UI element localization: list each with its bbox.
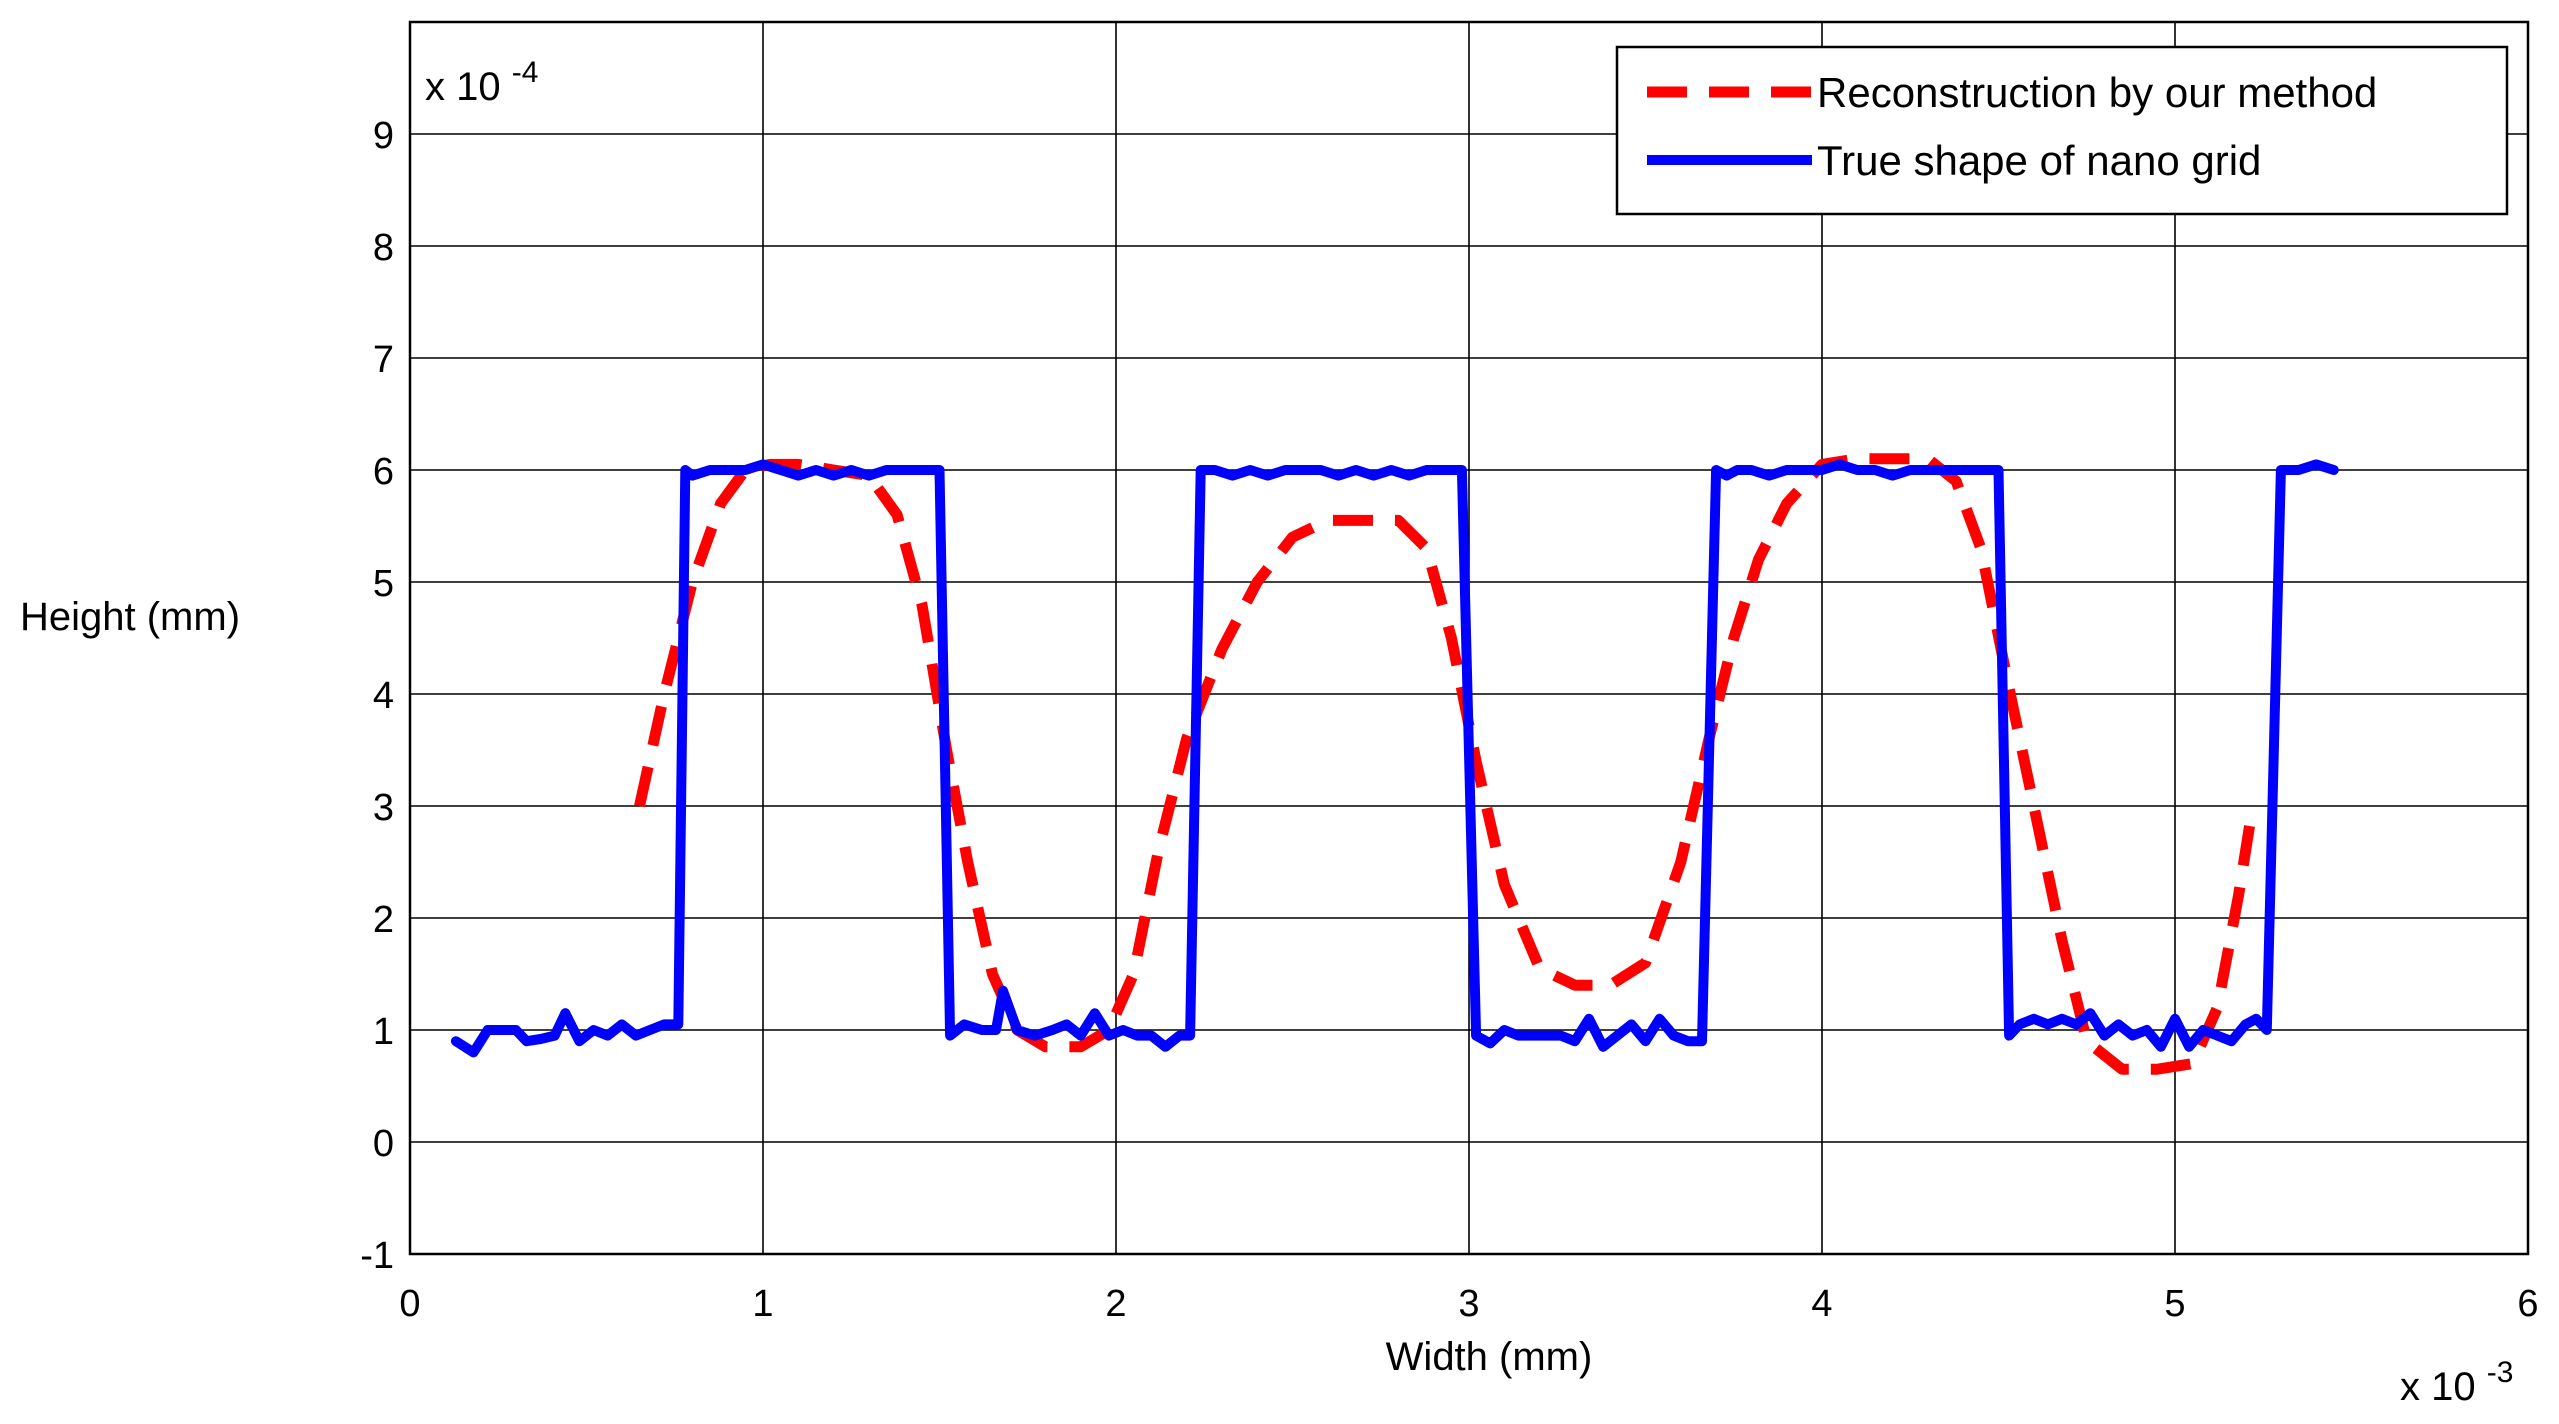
y-multiplier-base: x 10	[425, 65, 501, 109]
y-tick-label: -1	[360, 1235, 394, 1277]
x-axis-multiplier: x 10 -3	[2400, 1356, 2513, 1409]
plot-series	[450, 453, 2339, 1075]
legend-label-reconstruction: Reconstruction by our method	[1817, 69, 2377, 116]
legend-label-true-shape: True shape of nano grid	[1817, 137, 2261, 184]
x-tick-label: 5	[2164, 1283, 2185, 1325]
x-tick-label: 6	[2517, 1283, 2538, 1325]
y-tick-label: 1	[373, 1011, 394, 1053]
y-tick-label: 4	[373, 675, 394, 717]
x-multiplier-base: x 10	[2400, 1365, 2476, 1409]
y-tick-label: 5	[373, 563, 394, 605]
y-tick-label: 6	[373, 451, 394, 493]
plot-area-frame	[408, 20, 2530, 1256]
x-tick-label: 4	[1811, 1283, 1832, 1325]
x-tick-label: 2	[1105, 1283, 1126, 1325]
y-tick-label: 0	[373, 1123, 394, 1165]
x-tick-label: 1	[752, 1283, 773, 1325]
series-line-true-shape	[450, 459, 2339, 1058]
y-tick-label: 7	[373, 339, 394, 381]
x-tick-label: 3	[1458, 1283, 1479, 1325]
y-tick-label: 9	[373, 115, 394, 157]
y-multiplier-exponent: -4	[512, 56, 539, 89]
legend-box	[1615, 45, 2509, 216]
x-axis-label: Width (mm)	[1386, 1335, 1593, 1379]
x-tick-label: 0	[399, 1283, 420, 1325]
x-multiplier-exponent: -3	[2487, 1356, 2514, 1389]
y-tick-label: 8	[373, 227, 394, 269]
y-tick-label: 2	[373, 899, 394, 941]
legend: Reconstruction by our method True shape …	[1615, 45, 2509, 216]
y-tick-label: 3	[373, 787, 394, 829]
y-axis-multiplier: x 10 -4	[425, 56, 538, 109]
y-axis-label: Height (mm)	[20, 595, 240, 639]
